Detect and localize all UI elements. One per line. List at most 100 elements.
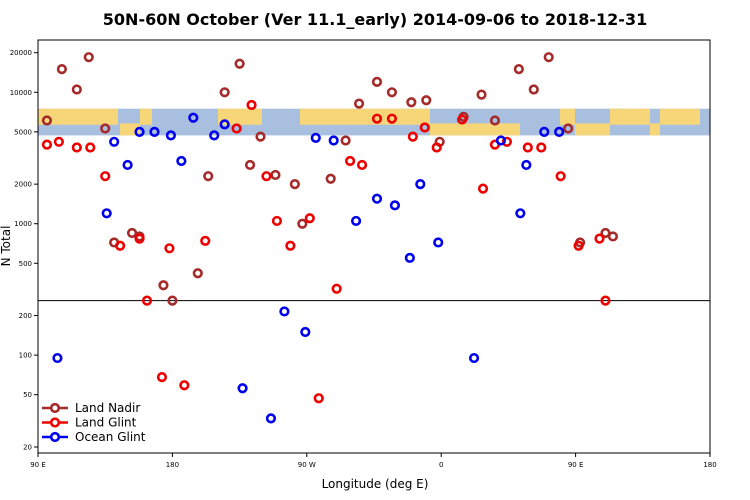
data-point [101,208,112,219]
data-point [477,183,489,194]
data-point [389,200,401,211]
data-point [371,113,383,124]
data-point [407,131,418,142]
data-point [371,193,383,204]
data-point [234,58,245,69]
data-point [167,295,178,306]
data-point [122,159,133,171]
data-point [164,243,175,254]
data-point [200,235,211,246]
data-point [431,142,442,153]
data-point [353,98,365,109]
land-shape [430,123,470,136]
data-point [543,52,554,63]
data-point [115,240,126,251]
data-point [421,95,432,106]
data-point [52,352,63,364]
data-point [219,119,230,130]
land-shape [250,108,262,125]
data-point [563,123,574,134]
y-axis-label: N Total [0,226,13,267]
data-point [56,64,67,75]
land-shape [140,108,152,125]
data-point [209,130,220,141]
legend-marker [49,402,61,414]
data-point [41,115,53,126]
data-point [176,155,187,167]
data-point [350,215,362,227]
land-shape [390,108,430,125]
data-point [304,213,315,224]
land-shape [575,123,610,136]
data-point [386,87,398,98]
data-point [219,87,230,98]
data-point [406,97,417,108]
x-axis: 90 E 180 90 W 0 90 E 180 [30,453,717,469]
land-shape [38,108,108,125]
data-point [71,84,82,95]
data-point [203,171,214,182]
data-point [109,136,120,147]
data-point [340,135,351,146]
x-tick-label: 90 E [30,461,46,469]
y-tick-label: 5000 [14,128,32,136]
data-point [71,142,82,153]
data-point [231,123,242,134]
data-point [345,155,356,167]
data-point [331,283,342,294]
data-point [513,64,524,75]
plot-frame [37,39,711,454]
data-point [289,179,300,190]
data-point [192,268,203,279]
legend-label: Land Nadir [75,401,140,415]
land-shape [108,108,118,125]
y-tick-label: 50 [23,391,32,399]
data-point [415,179,426,190]
data-point [468,352,480,364]
data-point [158,280,169,291]
data-point [141,295,153,306]
data-point [300,326,311,338]
land-shape [300,108,390,125]
data-point [328,135,339,146]
data-point [404,252,415,263]
y-tick-label: 10000 [10,89,32,97]
y-tick-label: 1000 [14,220,32,228]
data-point [149,126,160,137]
data-point [255,131,266,142]
data-point [433,237,444,248]
data-point [489,115,501,126]
land-shape [650,123,660,136]
y-tick-label: 2000 [14,181,32,189]
data-point [53,136,65,147]
data-point [501,136,513,147]
legend-label: Ocean Glint [75,430,146,444]
data-point [285,240,296,251]
land-shape [610,108,650,125]
data-point [270,169,281,181]
land-shape [560,108,575,125]
legend-marker [49,417,61,428]
data-point [555,171,566,182]
data-point [528,84,539,95]
data-point [573,240,584,251]
data-point [297,218,308,229]
x-tick-label: 180 [703,461,716,469]
data-point [100,171,111,182]
y-tick-label: 500 [19,260,32,268]
data-point [41,139,53,150]
x-tick-label: 0 [439,461,443,469]
data-point [371,76,383,87]
x-tick-label: 90 W [298,461,316,469]
data-point [539,126,550,137]
data-point [85,142,96,153]
data-point [244,159,256,171]
data-point [600,295,611,306]
data-point [536,142,547,153]
data-point [386,113,398,124]
x-tick-label: 90 E [568,461,584,469]
data-point [134,233,145,244]
data-point [179,380,190,391]
